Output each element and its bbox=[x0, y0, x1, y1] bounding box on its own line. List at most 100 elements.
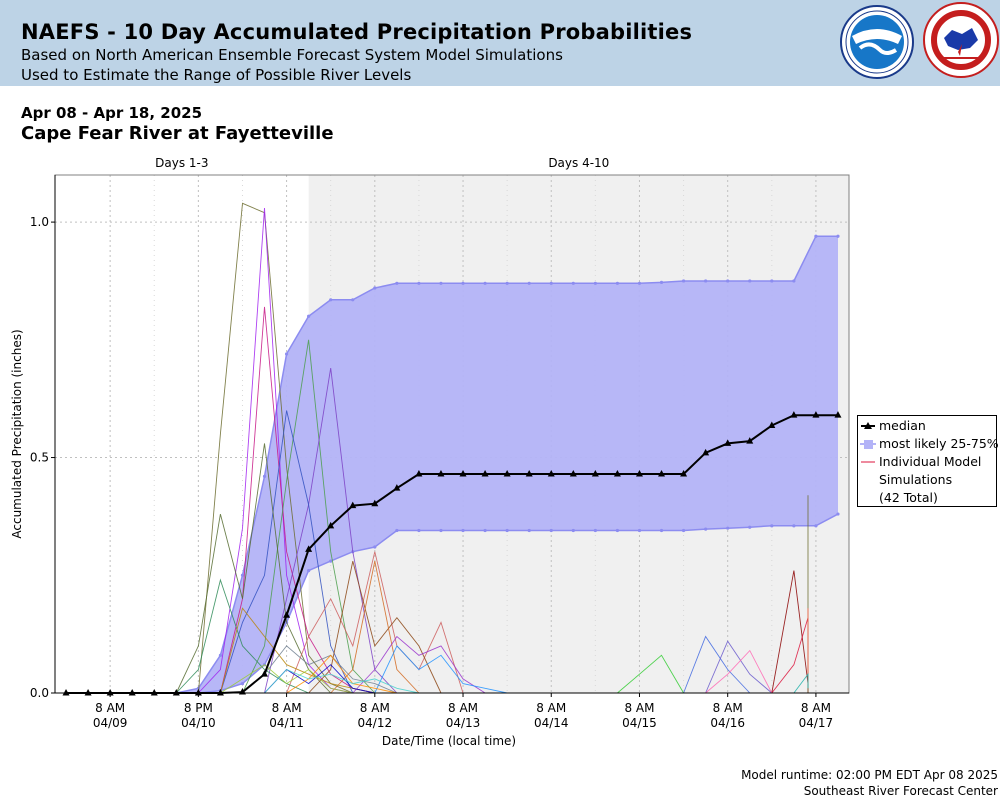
x-tick-label-date: 04/17 bbox=[799, 716, 834, 730]
band-upper-point bbox=[505, 281, 509, 285]
median-point bbox=[371, 499, 379, 507]
x-axis-label: Date/Time (local time) bbox=[382, 734, 516, 748]
band-lower-point bbox=[527, 528, 531, 533]
member-series-25 bbox=[220, 664, 353, 694]
median-point bbox=[547, 470, 555, 477]
noaa-logo bbox=[840, 5, 914, 79]
x-tick-label-time: 8 AM bbox=[624, 701, 654, 715]
legend-members-label: Individual Model bbox=[879, 454, 982, 469]
member-series-1 bbox=[197, 202, 353, 694]
median-point bbox=[62, 689, 70, 696]
band-upper-point bbox=[681, 279, 686, 283]
page-title: NAEFS - 10 Day Accumulated Precipitation… bbox=[21, 20, 693, 44]
band-lower-point bbox=[240, 681, 245, 686]
band-upper-point bbox=[439, 281, 443, 285]
header-logos bbox=[840, 2, 999, 79]
y-axis-label: Accumulated Precipitation (inches) bbox=[10, 329, 24, 538]
subtitle-1: Based on North American Ensemble Forecas… bbox=[21, 46, 563, 64]
header-band: NAEFS - 10 Day Accumulated Precipitation… bbox=[0, 0, 1000, 86]
x-tick-label-time: 8 AM bbox=[536, 701, 566, 715]
member-series-28 bbox=[264, 668, 419, 694]
median-point bbox=[172, 689, 180, 696]
band-upper-point bbox=[307, 314, 311, 318]
date-range: Apr 08 - Apr 18, 2025 bbox=[21, 104, 203, 122]
median-point bbox=[84, 689, 92, 696]
y-tick-label: 0.0 bbox=[30, 686, 49, 700]
band-lower-point bbox=[681, 528, 686, 533]
x-tick-label-date: 04/12 bbox=[358, 716, 393, 730]
median-point bbox=[106, 689, 114, 696]
band-lower-point bbox=[704, 527, 708, 531]
band-upper-point bbox=[262, 474, 267, 478]
band-upper-point bbox=[483, 281, 487, 285]
median-point bbox=[658, 470, 666, 477]
median-point bbox=[459, 470, 467, 477]
legend-band-label: most likely 25-75% bbox=[879, 436, 999, 451]
band-lower-point bbox=[836, 512, 840, 516]
median-point bbox=[724, 439, 732, 446]
band-lower-point bbox=[659, 528, 664, 533]
region-label: Days 1-3 bbox=[155, 156, 208, 170]
member-series-10 bbox=[308, 560, 442, 694]
legend-members-label-2: Simulations bbox=[879, 472, 953, 487]
band-upper-point bbox=[461, 281, 465, 285]
band-upper-point bbox=[284, 352, 289, 356]
member-series-15 bbox=[683, 635, 751, 694]
forecast-center: Southeast River Forecast Center bbox=[803, 784, 998, 798]
median-point bbox=[393, 484, 401, 491]
member-series-9 bbox=[286, 551, 464, 694]
model-runtime: Model runtime: 02:00 PM EDT Apr 08 2025 bbox=[741, 768, 998, 782]
band-upper-point bbox=[417, 281, 421, 285]
x-tick-label-date: 04/15 bbox=[622, 716, 657, 730]
band-upper-point bbox=[549, 281, 553, 285]
band-upper-point bbox=[240, 573, 245, 577]
band-lower-point bbox=[615, 528, 620, 533]
x-tick-label-date: 04/10 bbox=[181, 716, 216, 730]
x-tick-label-time: 8 AM bbox=[801, 701, 831, 715]
band-upper-point bbox=[748, 279, 752, 283]
member-series-2 bbox=[198, 207, 353, 694]
band-upper-point bbox=[637, 281, 642, 285]
legend-item-band: most likely 25-75% bbox=[858, 435, 999, 453]
x-tick-label-time: 8 AM bbox=[95, 701, 125, 715]
band-lower-point bbox=[505, 528, 509, 533]
median-point bbox=[768, 421, 776, 429]
y-tick-label: 0.5 bbox=[30, 451, 49, 465]
x-tick-label-date: 04/11 bbox=[269, 716, 304, 730]
band-upper-point bbox=[726, 279, 730, 283]
median-point bbox=[481, 470, 489, 477]
band-upper-point bbox=[351, 298, 355, 302]
legend-median-swatch bbox=[861, 422, 875, 429]
x-tick-label-time: 8 AM bbox=[272, 701, 302, 715]
member-series-24 bbox=[242, 645, 398, 694]
band-upper-point bbox=[395, 281, 399, 285]
x-tick-label-date: 04/09 bbox=[93, 716, 128, 730]
median-point bbox=[702, 448, 710, 456]
legend-members-label-3: (42 Total) bbox=[879, 490, 938, 505]
median-point bbox=[194, 689, 202, 696]
band-upper-point bbox=[836, 234, 840, 238]
median-point bbox=[415, 470, 423, 477]
median-point bbox=[437, 470, 445, 477]
legend-band-swatch bbox=[860, 440, 876, 449]
band-lower-point bbox=[792, 524, 796, 528]
member-series-27 bbox=[286, 654, 397, 694]
band-upper-point bbox=[704, 279, 708, 283]
band-25-75 bbox=[176, 236, 839, 693]
band-upper-point bbox=[593, 281, 597, 285]
median-point bbox=[327, 521, 335, 529]
median-point bbox=[128, 689, 136, 696]
band-upper-point bbox=[373, 286, 377, 290]
median-point bbox=[283, 611, 291, 618]
band-lower-point bbox=[483, 528, 487, 533]
member-series-16 bbox=[705, 640, 773, 694]
band-lower-point bbox=[637, 528, 642, 533]
band-upper-point bbox=[792, 279, 796, 283]
y-tick-label: 1.0 bbox=[30, 215, 49, 229]
member-series-21 bbox=[793, 672, 809, 694]
member-series-11 bbox=[330, 561, 420, 694]
band-upper-point bbox=[527, 281, 531, 285]
median-point bbox=[349, 501, 357, 509]
band-lower-point bbox=[770, 524, 774, 528]
median-point bbox=[790, 411, 798, 418]
